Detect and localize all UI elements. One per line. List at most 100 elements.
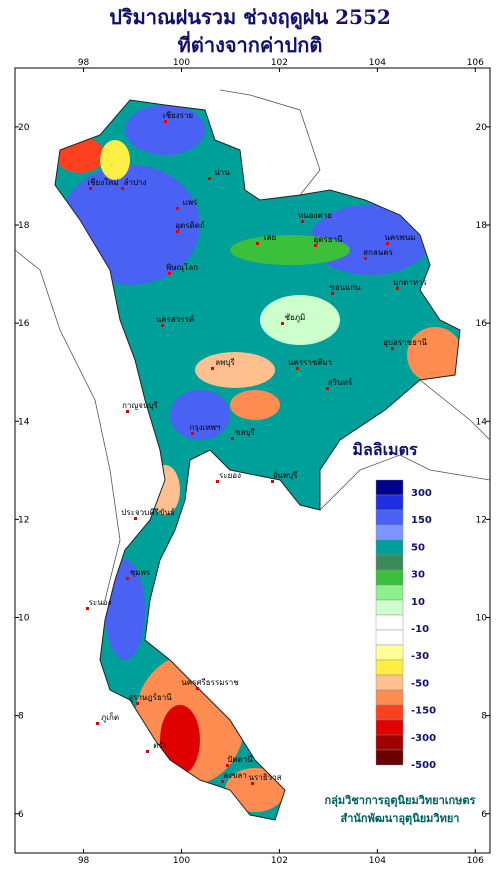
x-tick-label: 102 [271, 856, 288, 866]
province-label: กรุงเทพฯ [190, 423, 221, 432]
province-label: อุบลราชธานี [383, 338, 427, 347]
province-label: แพร่ [183, 198, 198, 207]
legend-label: -10 [411, 624, 429, 635]
legend-swatch [375, 494, 404, 511]
legend-swatch [375, 524, 404, 541]
province-marker [391, 347, 394, 350]
province-label: พิษณุโลก [166, 262, 198, 272]
province-marker [231, 437, 234, 440]
province-label: กาญจนบุรี [122, 401, 158, 410]
x-tick-label: 98 [78, 856, 90, 866]
legend-label: 300 [411, 488, 432, 499]
province-label: น่าน [214, 168, 230, 177]
y-tick-label: 14 [18, 417, 30, 427]
neighbor-borders [14, 89, 491, 601]
province-label: ตรัง [153, 741, 166, 750]
province-label: จันทบุรี [273, 471, 299, 480]
province-marker [126, 410, 129, 413]
credit: กลุ่มวิชาการอุตุนิยมวิทยาเกษตร [325, 794, 476, 808]
y-tick-label: 6 [18, 810, 24, 820]
province-marker [96, 722, 99, 725]
y-tick-label: 10 [476, 614, 488, 624]
x-tick-label: 104 [369, 58, 386, 68]
province-label: เชียงราย [163, 111, 193, 120]
province-marker [191, 432, 194, 435]
province-marker [281, 322, 284, 325]
province-label: ชัยภูมิ [285, 313, 306, 323]
province-label: นครพนม [384, 233, 415, 242]
y-tick-label: 8 [18, 712, 24, 722]
province-label: สุรินทร์ [328, 377, 353, 387]
province-label: เลย [264, 233, 276, 242]
legend-label: -500 [411, 760, 436, 771]
legend-swatch [375, 719, 404, 736]
province-label: ระยอง [219, 471, 241, 480]
province-marker [301, 220, 304, 223]
province-label: ชุมพร [130, 568, 151, 577]
legend-label: -30 [411, 651, 429, 662]
credit: สำนักพัฒนาอุตุนิยมวิทยา [341, 812, 460, 826]
province-label: นครราชสีมา [288, 358, 332, 367]
y-tick-label: 18 [476, 221, 488, 231]
province-marker [208, 177, 211, 180]
y-tick-label: 10 [18, 614, 30, 624]
province-label: สุราษฎร์ธานี [128, 692, 172, 702]
province-label: อุตรดิตถ์ [175, 220, 205, 230]
province-marker [176, 230, 179, 233]
x-tick-label: 98 [78, 58, 90, 68]
y-tick-label: 16 [476, 319, 488, 329]
title: ปริมาณฝนรวม ช่วงฤดูฝน 2552 [109, 5, 391, 31]
province-marker [296, 367, 299, 370]
province-label: อุดรธานี [313, 235, 343, 244]
legend-label: 50 [411, 542, 425, 553]
province-label: เชียงใหม่ [87, 178, 118, 187]
province-marker [256, 242, 259, 245]
legend-swatch [375, 509, 404, 526]
province-marker [168, 272, 171, 275]
province-marker [396, 287, 399, 290]
province-marker [161, 324, 164, 327]
legend-swatch [375, 584, 404, 601]
province-marker [136, 702, 139, 705]
legend-swatch [375, 704, 404, 721]
province-marker [271, 480, 274, 483]
province-marker [164, 120, 167, 123]
legend-swatch [375, 629, 404, 646]
legend-title: มิลลิเมตร [352, 440, 418, 459]
province-label: ระนอง [89, 598, 112, 607]
province-marker [176, 207, 179, 210]
legend-swatch [375, 734, 404, 751]
province-marker [211, 367, 214, 370]
legend-swatch [375, 539, 404, 556]
legend-label: 10 [411, 597, 425, 608]
province-marker [86, 607, 89, 610]
y-tick-label: 8 [481, 712, 487, 722]
province-label: สกลนคร [363, 248, 393, 257]
province-label: ปัตตานี [227, 755, 253, 764]
title: ที่ต่างจากค่าปกติ [178, 30, 323, 57]
y-tick-label: 16 [18, 319, 30, 329]
y-tick-label: 6 [481, 810, 487, 820]
x-tick-label: 100 [173, 58, 190, 68]
province-label: ลำปาง [124, 178, 147, 187]
legend-label: -300 [411, 733, 436, 744]
legend-label: -150 [411, 706, 436, 717]
legend-swatch [375, 659, 404, 676]
province-marker [251, 782, 254, 785]
province-marker [314, 244, 317, 247]
province-marker [126, 577, 129, 580]
legend-label: -50 [411, 678, 429, 689]
province-label: มุกดาหาร [393, 278, 428, 287]
y-tick-label: 12 [18, 515, 29, 525]
province-label: นครศรีธรรมราช [181, 678, 239, 687]
y-tick-label: 14 [476, 417, 488, 427]
province-marker [326, 387, 329, 390]
legend-swatch [375, 569, 404, 586]
y-tick-label: 20 [18, 123, 30, 133]
province-marker [216, 480, 219, 483]
legend-swatch [375, 749, 404, 766]
y-tick-label: 18 [18, 221, 30, 231]
province-marker [146, 750, 149, 753]
